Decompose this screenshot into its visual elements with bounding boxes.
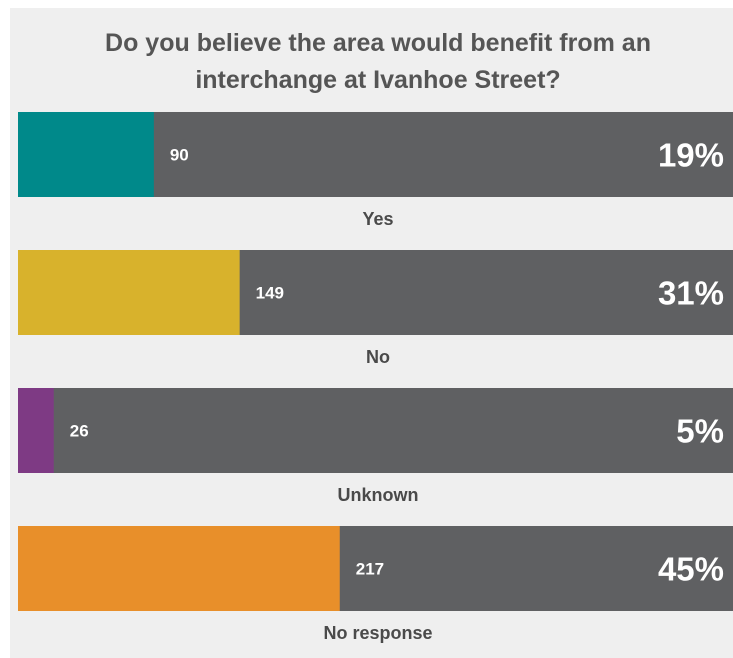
bar-count-label-2: 26 bbox=[70, 422, 89, 441]
bar-count-label-1: 149 bbox=[256, 284, 284, 303]
category-label-0: Yes bbox=[362, 209, 393, 229]
bar-fill-1 bbox=[18, 250, 240, 335]
bar-fill-3 bbox=[18, 526, 340, 611]
bar-fill-2 bbox=[18, 388, 54, 473]
chart-title-line-2: interchange at Ivanhoe Street? bbox=[195, 66, 560, 94]
bar-count-label-3: 217 bbox=[356, 560, 384, 579]
chart-canvas: Do you believe the area would benefit fr… bbox=[10, 8, 733, 658]
category-label-2: Unknown bbox=[338, 485, 419, 505]
category-label-1: No bbox=[366, 347, 390, 367]
bar-percent-label-1: 31% bbox=[658, 275, 724, 312]
bar-track-2 bbox=[18, 388, 733, 473]
bar-percent-label-0: 19% bbox=[658, 137, 724, 174]
bar-percent-label-2: 5% bbox=[676, 413, 724, 450]
chart-title-line-1: Do you believe the area would benefit fr… bbox=[105, 29, 651, 57]
bar-fill-0 bbox=[18, 112, 154, 197]
poll-bar-chart: Do you believe the area would benefit fr… bbox=[18, 29, 733, 643]
bar-count-label-0: 90 bbox=[170, 146, 189, 165]
bar-percent-label-3: 45% bbox=[658, 551, 724, 588]
category-label-3: No response bbox=[323, 623, 432, 643]
